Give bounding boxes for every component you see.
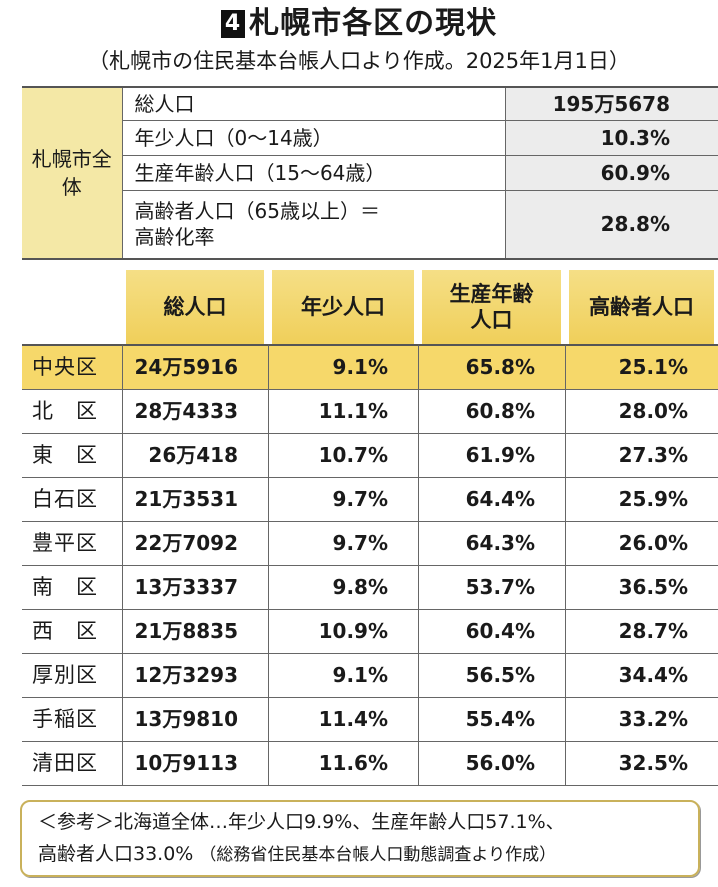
district-row: 北 区 28万4333 11.1% 60.8% 28.0% — [22, 389, 718, 434]
summary-row: 札幌市全体 総人口 195万5678 — [22, 87, 718, 259]
cell-working: 56.0% — [418, 741, 565, 786]
cell-total: 22万7092 — [122, 521, 268, 566]
header-working: 生産年齢人口 — [418, 269, 565, 344]
summary-value: 60.9% — [505, 155, 718, 191]
district-row: 豊平区 22万7092 9.7% 64.3% 26.0% — [22, 521, 718, 566]
title-text: 札幌市各区の現状 — [249, 6, 498, 41]
cell-district: 中央区 — [22, 343, 122, 390]
district-table: 総人口 年少人口 生産年齢人口 高齢者人口 中央区 24万5916 9.1% 65.8… — [22, 269, 718, 786]
cell-elderly: 25.1% — [565, 343, 718, 390]
cell-district: 東 区 — [22, 434, 122, 478]
cell-elderly: 28.7% — [565, 609, 718, 654]
city-summary-table: 札幌市全体 総人口 195万5678 年少人口（0〜14歳） 10.3% 生産年齢人口… — [22, 86, 718, 260]
cell-district: 豊平区 — [22, 522, 122, 566]
section-number-badge: 4 — [220, 10, 246, 38]
subtitle: （札幌市の住民基本台帳人口より作成。2025年1月1日） — [88, 49, 630, 73]
cell-working: 65.8% — [418, 343, 565, 390]
cell-total: 13万9810 — [122, 697, 268, 742]
cell-youth: 11.4% — [268, 697, 418, 742]
district-row: 白石区 21万3531 9.7% 64.4% 25.9% — [22, 477, 718, 522]
cell-district: 北 区 — [22, 390, 122, 434]
cell-youth: 10.7% — [268, 433, 418, 478]
header-row: 総人口 年少人口 生産年齢人口 高齢者人口 — [22, 269, 718, 344]
summary-row: 年少人口（0〜14歳） 10.3% — [22, 120, 718, 156]
cell-district: 清田区 — [22, 742, 122, 786]
cell-youth: 9.1% — [268, 653, 418, 698]
note-line-1: ＜参考＞北海道全体…年少人口9.9%、生産年齢人口57.1%、 — [38, 810, 565, 833]
cell-total: 10万9113 — [122, 741, 268, 786]
district-row: 東 区 26万418 10.7% 61.9% 27.3% — [22, 433, 718, 478]
cell-total: 21万8835 — [122, 609, 268, 654]
cell-working: 61.9% — [418, 433, 565, 478]
summary-value: 10.3% — [505, 120, 718, 156]
summary-value: 28.8% — [505, 190, 718, 259]
summary-value: 195万5678 — [505, 87, 718, 121]
cell-elderly: 25.9% — [565, 477, 718, 522]
cell-youth: 9.7% — [268, 477, 418, 522]
summary-label: 総人口 — [122, 87, 506, 121]
summary-label: 生産年齢人口（15〜64歳） — [122, 155, 506, 191]
district-row: 中央区 24万5916 9.1% 65.8% 25.1% — [22, 343, 718, 390]
cell-elderly: 36.5% — [565, 565, 718, 610]
cell-working: 64.4% — [418, 477, 565, 522]
cell-youth: 9.1% — [268, 343, 418, 390]
group-label: 札幌市全体 — [22, 87, 123, 259]
cell-elderly: 26.0% — [565, 521, 718, 566]
cell-working: 56.5% — [418, 653, 565, 698]
cell-total: 21万3531 — [122, 477, 268, 522]
summary-label: 年少人口（0〜14歳） — [122, 120, 506, 156]
cell-working: 60.8% — [418, 389, 565, 434]
cell-elderly: 28.0% — [565, 389, 718, 434]
cell-elderly: 34.4% — [565, 653, 718, 698]
district-row: 手稲区 13万9810 11.4% 55.4% 33.2% — [22, 697, 718, 742]
cell-working: 64.3% — [418, 521, 565, 566]
cell-youth: 11.1% — [268, 389, 418, 434]
cell-district: 南 区 — [22, 566, 122, 610]
cell-youth: 11.6% — [268, 741, 418, 786]
summary-row: 生産年齢人口（15〜64歳） 60.9% — [22, 155, 718, 191]
cell-working: 53.7% — [418, 565, 565, 610]
cell-district: 西 区 — [22, 610, 122, 654]
note-line-2: 高齢者人口33.0% — [38, 842, 194, 865]
cell-total: 28万4333 — [122, 389, 268, 434]
cell-youth: 9.7% — [268, 521, 418, 566]
header-elderly: 高齢者人口 — [565, 269, 718, 344]
district-row: 厚別区 12万3293 9.1% 56.5% 34.4% — [22, 653, 718, 698]
cell-elderly: 32.5% — [565, 741, 718, 786]
reference-note: ＜参考＞北海道全体…年少人口9.9%、生産年齢人口57.1%、 高齢者人口33.… — [20, 799, 700, 877]
cell-working: 60.4% — [418, 609, 565, 654]
summary-row: 高齢者人口（65歳以上）＝高齢化率 28.8% — [22, 190, 718, 259]
cell-district: 厚別区 — [22, 654, 122, 698]
header-blank — [22, 269, 122, 344]
cell-working: 55.4% — [418, 697, 565, 742]
cell-total: 13万3337 — [122, 565, 268, 610]
district-row: 南 区 13万3337 9.8% 53.7% 36.5% — [22, 565, 718, 610]
district-row: 清田区 10万9113 11.6% 56.0% 32.5% — [22, 741, 718, 786]
cell-district: 白石区 — [22, 478, 122, 522]
cell-elderly: 27.3% — [565, 433, 718, 478]
header-youth: 年少人口 — [268, 269, 418, 344]
cell-total: 12万3293 — [122, 653, 268, 698]
cell-youth: 9.8% — [268, 565, 418, 610]
summary-label: 高齢者人口（65歳以上）＝高齢化率 — [122, 190, 506, 259]
cell-total: 26万418 — [122, 433, 268, 478]
cell-district: 手稲区 — [22, 698, 122, 742]
note-source: （総務省住民基本台帳人口動態調査より作成） — [199, 844, 557, 865]
district-row: 西 区 21万8835 10.9% 60.4% 28.7% — [22, 609, 718, 654]
cell-total: 24万5916 — [122, 343, 268, 390]
page-title: 4 札幌市各区の現状 — [0, 4, 718, 44]
header-total: 総人口 — [122, 269, 268, 344]
cell-elderly: 33.2% — [565, 697, 718, 742]
cell-youth: 10.9% — [268, 609, 418, 654]
